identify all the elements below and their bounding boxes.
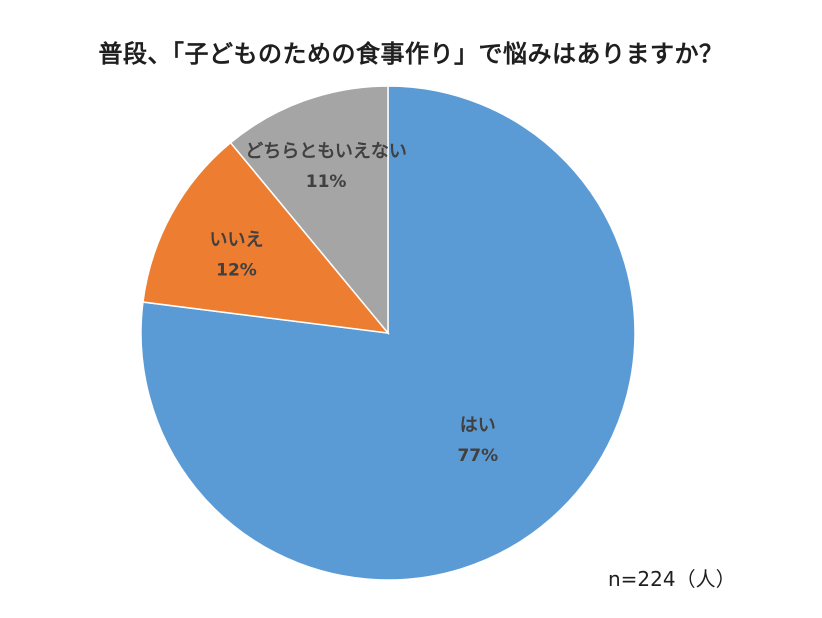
pie-slices <box>140 85 636 581</box>
pie-slice-1 <box>142 141 390 334</box>
pie-slice-value-1: 12% <box>216 261 257 281</box>
sample-size-note: n=224（人） <box>608 567 736 591</box>
pie-slice-label-2: どちらともいえない <box>245 141 407 162</box>
chart-title: 普段、「子どものための食事作り」で悩みはありますか？ <box>98 40 724 68</box>
pie-slice-2 <box>229 85 389 336</box>
pie-slice-label-1: いいえ <box>210 230 264 251</box>
pie-slice-label-0: はい <box>460 415 496 436</box>
pie-slice-value-0: 77% <box>457 446 498 466</box>
pie-labels: はい 77% いいえ 12% どちらともいえない 11% <box>210 141 499 466</box>
pie-slice-value-2: 11% <box>306 172 347 192</box>
